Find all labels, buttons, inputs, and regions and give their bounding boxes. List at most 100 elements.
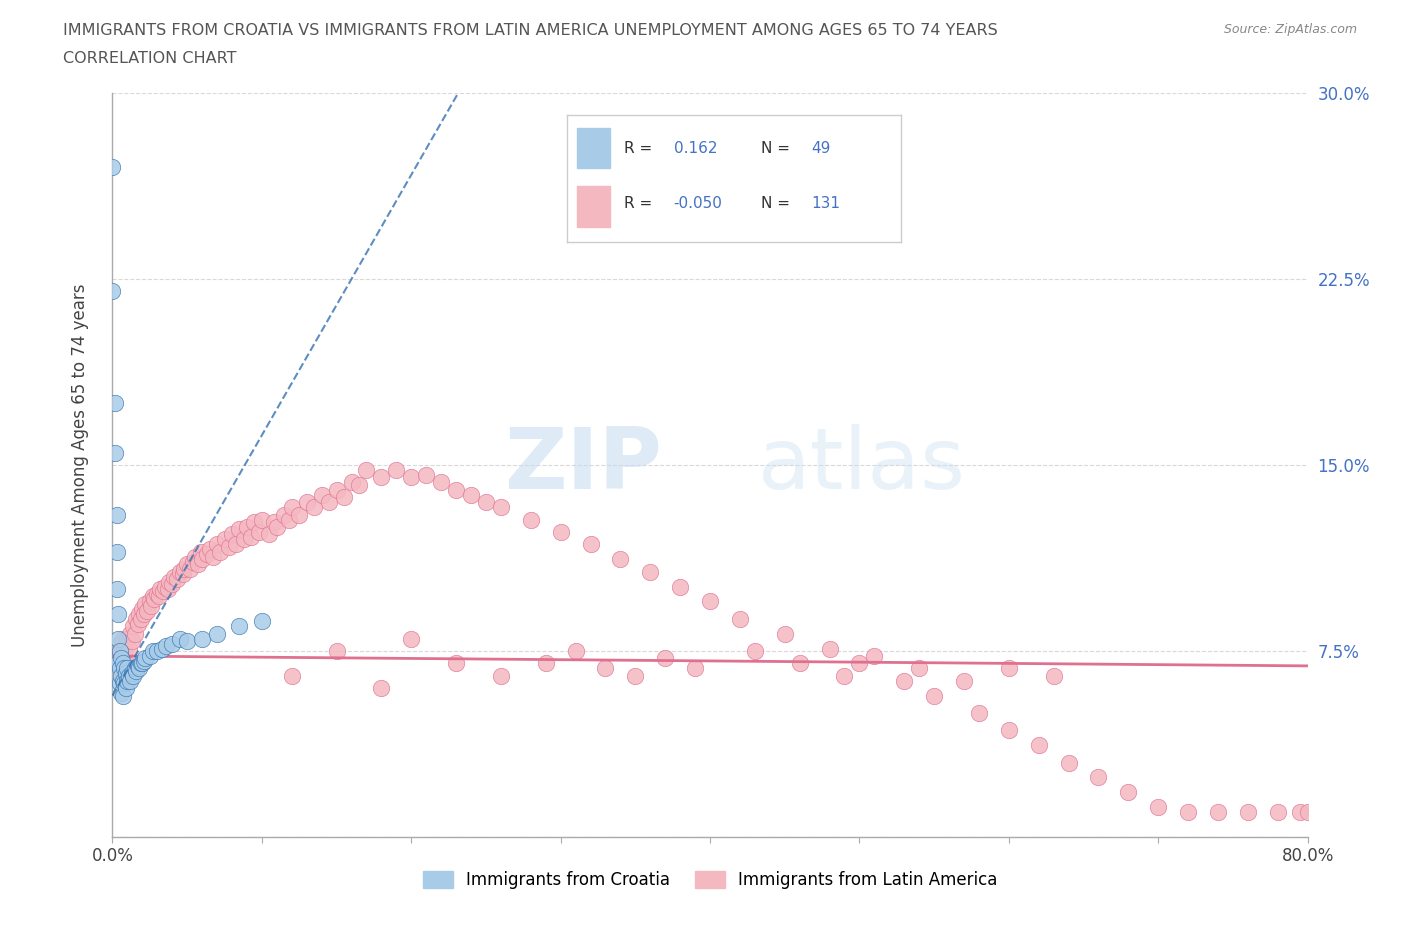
Point [922,688,945,703]
Point [1087,770,1109,785]
Point [564,644,586,658]
Point [683,661,706,676]
Point [173,562,195,577]
Text: Source: ZipAtlas.com: Source: ZipAtlas.com [1223,23,1357,36]
Point [183,550,205,565]
Point [325,644,347,658]
Point [105,581,128,596]
Point [744,644,766,658]
Point [156,581,179,596]
Point [385,462,408,477]
Point [773,626,796,641]
Point [127,617,149,631]
Point [370,681,392,696]
Point [111,656,134,671]
Point [209,544,232,559]
Point [114,644,135,658]
Point [105,544,128,559]
Point [163,569,186,584]
Point [444,483,467,498]
Point [162,577,183,591]
Point [333,490,356,505]
Point [205,537,228,551]
Point [176,633,198,648]
Point [247,525,270,539]
Point [191,631,214,646]
Point [143,591,166,606]
Point [1177,804,1199,819]
Legend: Immigrants from Croatia, Immigrants from Latin America: Immigrants from Croatia, Immigrants from… [416,864,1004,896]
Point [728,611,751,626]
Point [108,676,131,691]
Point [117,631,139,646]
Point [135,604,157,618]
Point [166,572,188,587]
Point [176,557,198,572]
Point [141,599,163,614]
Point [281,669,304,684]
Point [214,532,236,547]
Point [125,611,148,626]
Point [640,565,662,579]
Point [789,656,811,671]
Point [489,499,512,514]
Point [108,661,131,676]
Point [179,562,201,577]
Point [863,648,886,663]
Point [624,669,647,684]
Point [218,539,240,554]
Point [953,673,976,688]
Point [1147,800,1170,815]
Point [370,470,392,485]
Point [124,626,146,641]
Point [579,537,602,551]
Point [302,499,325,514]
Point [172,566,194,581]
Point [834,669,856,684]
Point [118,669,141,684]
Point [181,554,204,569]
Point [233,532,256,547]
Point [415,468,437,483]
Point [318,495,340,510]
Point [104,445,127,460]
Point [122,618,145,633]
Point [139,648,162,663]
Point [1206,804,1229,819]
Point [356,462,378,477]
Point [146,587,169,602]
Point [129,656,152,671]
Point [157,574,180,589]
Point [148,589,170,604]
Point [115,656,138,671]
Point [534,656,557,671]
Point [311,487,333,502]
Point [460,487,482,502]
Point [228,522,250,537]
Point [198,542,221,557]
Point [132,606,155,621]
Point [998,723,1021,737]
Point [120,673,142,688]
Point [1296,804,1319,819]
Point [108,644,131,658]
Point [236,520,259,535]
Point [117,673,139,688]
Point [263,514,285,529]
Point [101,160,124,175]
Point [273,507,295,522]
Point [520,512,543,527]
Point [142,644,165,658]
Point [221,527,243,542]
Point [848,656,870,671]
Point [1267,804,1289,819]
Point [146,644,169,658]
Point [169,565,191,579]
Point [669,579,692,594]
Point [107,606,129,621]
Point [1042,669,1064,684]
Point [1237,804,1260,819]
Point [277,512,299,527]
Point [139,594,162,609]
Point [347,477,370,492]
